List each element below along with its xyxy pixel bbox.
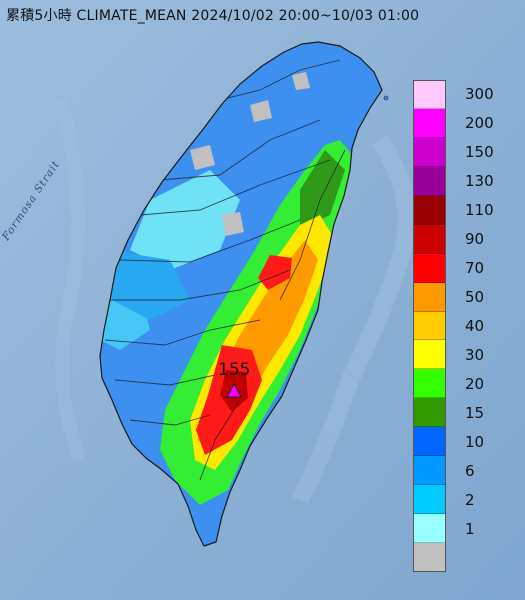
legend-color-bar bbox=[413, 80, 446, 572]
legend-label: 130 bbox=[465, 172, 494, 191]
legend-label: 20 bbox=[465, 374, 485, 393]
legend-swatch bbox=[413, 340, 446, 370]
legend-label: 30 bbox=[465, 345, 485, 364]
legend-label: 150 bbox=[465, 143, 494, 162]
rain-area-cyan-north bbox=[130, 170, 240, 270]
legend-swatch bbox=[413, 514, 446, 543]
legend-label: 1 bbox=[465, 519, 475, 538]
legend-swatch bbox=[413, 137, 446, 167]
legend-label: 50 bbox=[465, 288, 485, 307]
rain-area-dark-green bbox=[300, 150, 345, 230]
legend-label: 6 bbox=[465, 461, 475, 480]
legend-swatch bbox=[413, 80, 446, 109]
sea-relief bbox=[291, 135, 416, 505]
legend-swatch bbox=[413, 369, 446, 399]
legend-label: 90 bbox=[465, 230, 485, 249]
peak-marker bbox=[226, 382, 242, 398]
legend-swatch bbox=[413, 166, 446, 196]
legend-swatch bbox=[413, 224, 446, 254]
no-data-patch-2 bbox=[250, 100, 272, 122]
sea-relief-2 bbox=[53, 97, 87, 463]
legend-label: 15 bbox=[465, 403, 485, 422]
legend-label: 10 bbox=[465, 432, 485, 451]
islet bbox=[383, 95, 389, 101]
legend-swatch bbox=[413, 195, 446, 225]
no-data-patch-1 bbox=[190, 145, 215, 170]
legend-swatch bbox=[413, 282, 446, 312]
legend-swatch bbox=[413, 398, 446, 428]
peak-value-label: 155 bbox=[218, 360, 251, 380]
legend-label: 300 bbox=[465, 85, 494, 104]
rain-area-light-blue bbox=[110, 250, 190, 320]
no-data-patch-4 bbox=[292, 72, 310, 90]
legend-swatch bbox=[413, 485, 446, 515]
legend-label: 110 bbox=[465, 201, 494, 220]
legend-label: 2 bbox=[465, 490, 475, 509]
legend-swatch bbox=[413, 253, 446, 283]
legend-swatch bbox=[413, 311, 446, 341]
rain-area-red-north bbox=[258, 255, 292, 290]
legend-label: 200 bbox=[465, 114, 494, 133]
legend-swatch bbox=[413, 543, 446, 572]
legend-swatch bbox=[413, 456, 446, 486]
map-title: 累積5小時 CLIMATE_MEAN 2024/10/02 20:00~10/0… bbox=[6, 8, 420, 24]
legend-label: 40 bbox=[465, 317, 485, 335]
legend-label: 70 bbox=[465, 259, 485, 278]
boundary-lines bbox=[104, 59, 346, 481]
legend-swatch bbox=[413, 427, 446, 457]
no-data-patch-3 bbox=[222, 212, 244, 236]
legend-swatch bbox=[413, 108, 446, 138]
